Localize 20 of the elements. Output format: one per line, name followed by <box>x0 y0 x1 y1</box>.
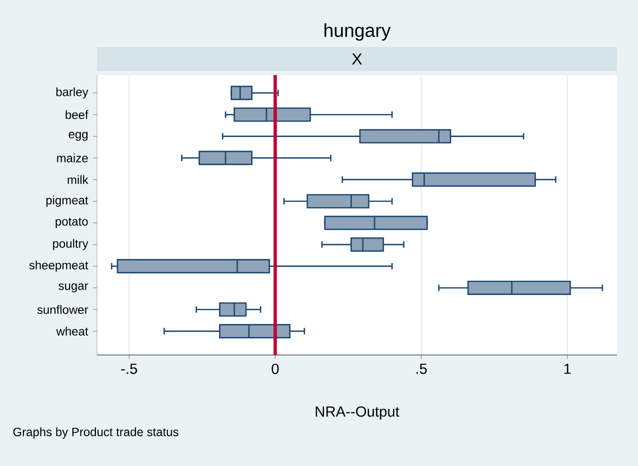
y-tick-label: sugar <box>58 283 88 292</box>
x-tick-label: 1 <box>564 364 571 374</box>
chart-subtitle: X <box>352 53 362 64</box>
y-tick-label: pigmeat <box>46 196 88 207</box>
text: Graphs by Product trade status <box>13 427 178 439</box>
y-tick-label: potato <box>56 218 88 228</box>
y-tick-label: egg <box>68 132 88 141</box>
x-tick-label: .5 <box>416 364 427 374</box>
y-tick-label: wheat <box>56 326 88 336</box>
y-tick-label: sheepmeat <box>29 260 88 272</box>
chart-title: hungary <box>324 23 391 41</box>
x-tick-label: 0 <box>272 364 279 374</box>
x-axis-title: NRA--Output <box>316 406 400 420</box>
y-tick-label: barley <box>56 87 88 99</box>
y-tick-label: sunflower <box>37 305 88 314</box>
y-tick-label: poultry <box>53 238 88 250</box>
y-tick-label: maize <box>57 154 88 162</box>
y-tick-label: beef <box>66 110 88 120</box>
y-tick-label: milk <box>68 175 88 184</box>
x-tick-label: -.5 <box>121 364 138 374</box>
